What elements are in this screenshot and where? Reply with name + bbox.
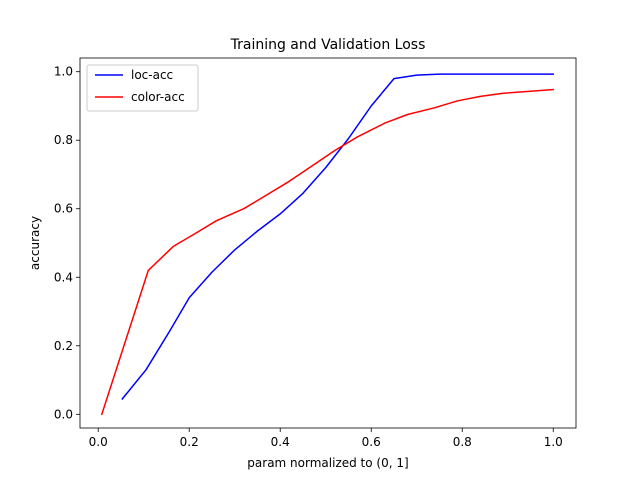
legend-label-loc-acc: loc-acc (131, 68, 173, 82)
y-tick-label: 0.0 (54, 407, 73, 421)
plot-area (80, 58, 576, 428)
y-tick-label: 1.0 (54, 65, 73, 79)
x-tick-label: 0.2 (180, 435, 199, 449)
chart-title: Training and Validation Loss (230, 37, 426, 53)
legend: loc-acc color-acc (86, 64, 199, 112)
x-tick-label: 0.6 (362, 435, 381, 449)
series-line-color-acc (100, 88, 555, 416)
x-axis-title: param normalized to (0, 1] (247, 456, 408, 470)
y-tick-label: 0.4 (54, 270, 73, 284)
plot-frame (79, 57, 577, 429)
x-tick-label: 0.0 (89, 435, 108, 449)
legend-box (86, 64, 199, 112)
x-tick-label: 0.8 (453, 435, 472, 449)
x-axis-ticks: 0.0 0.2 0.4 0.6 0.8 1.0 (89, 428, 563, 449)
series-line-loc-acc (121, 73, 554, 400)
series-layer (100, 73, 555, 416)
y-axis-ticks: 0.0 0.2 0.4 0.6 0.8 1.0 (54, 65, 80, 421)
y-axis-title: accuracy (28, 216, 42, 270)
legend-label-color-acc: color-acc (131, 90, 185, 104)
x-tick-label: 1.0 (544, 435, 563, 449)
y-tick-label: 0.2 (54, 339, 73, 353)
x-tick-label: 0.4 (271, 435, 290, 449)
y-tick-label: 0.8 (54, 133, 73, 147)
y-tick-label: 0.6 (54, 202, 73, 216)
